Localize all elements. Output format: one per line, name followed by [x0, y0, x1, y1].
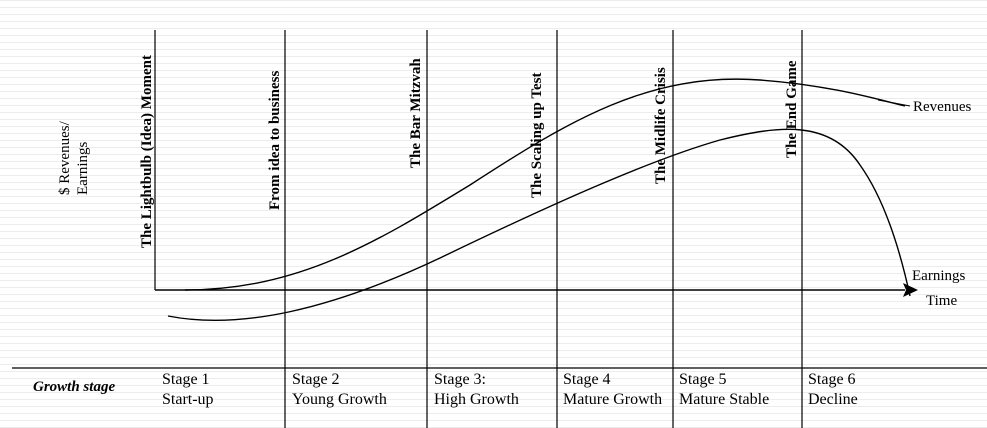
earnings-label: Earnings [912, 268, 965, 284]
stage-name: Young Growth [292, 391, 387, 408]
milestone-label-5: The Midlife Crisis [653, 67, 669, 184]
stage-number: Stage 1 [162, 371, 210, 388]
stage-name: Mature Growth [563, 391, 662, 408]
stage-number: Stage 3: [434, 371, 486, 388]
milestone-label-1: The Lightbulb (Idea) Moment [139, 55, 155, 248]
revenues-label-leader [877, 99, 911, 107]
x-axis-arrow [903, 283, 918, 297]
stage-number: Stage 6 [808, 371, 856, 388]
stage-6: Stage 6 Decline [808, 371, 858, 408]
milestone-label-6: The End Game [784, 60, 800, 158]
stage-1: Stage 1 Start-up [162, 371, 214, 408]
earnings-curve [167, 128, 911, 321]
stage-name: Mature Stable [679, 391, 769, 408]
y-axis-label: $ Revenues/ Earnings [57, 120, 91, 195]
milestone-label-4: The Scaling up Test [529, 73, 545, 198]
stage-5: Stage 5 Mature Stable [679, 371, 769, 408]
x-axis-label: Time [926, 293, 957, 309]
revenues-curve [184, 78, 906, 291]
y-axis-label-line-1: $ Revenues/ [57, 120, 73, 195]
milestone-label-2: From idea to business [267, 71, 283, 210]
y-axis-label-line-2: Earnings [75, 142, 91, 195]
stage-name: Decline [808, 391, 858, 408]
stage-name: Start-up [162, 391, 214, 408]
stage-number: Stage 2 [292, 371, 340, 388]
stage-number: Stage 5 [679, 371, 727, 388]
stage-2: Stage 2 Young Growth [292, 371, 387, 408]
stage-4: Stage 4 Mature Growth [563, 371, 662, 408]
stage-number: Stage 4 [563, 371, 611, 388]
revenues-label: Revenues [913, 99, 971, 115]
milestone-label-3: The Bar Mitzvah [408, 58, 424, 168]
stage-name: High Growth [434, 391, 519, 408]
stage-3: Stage 3: High Growth [434, 371, 519, 408]
growth-stage-label: Growth stage [33, 379, 115, 395]
